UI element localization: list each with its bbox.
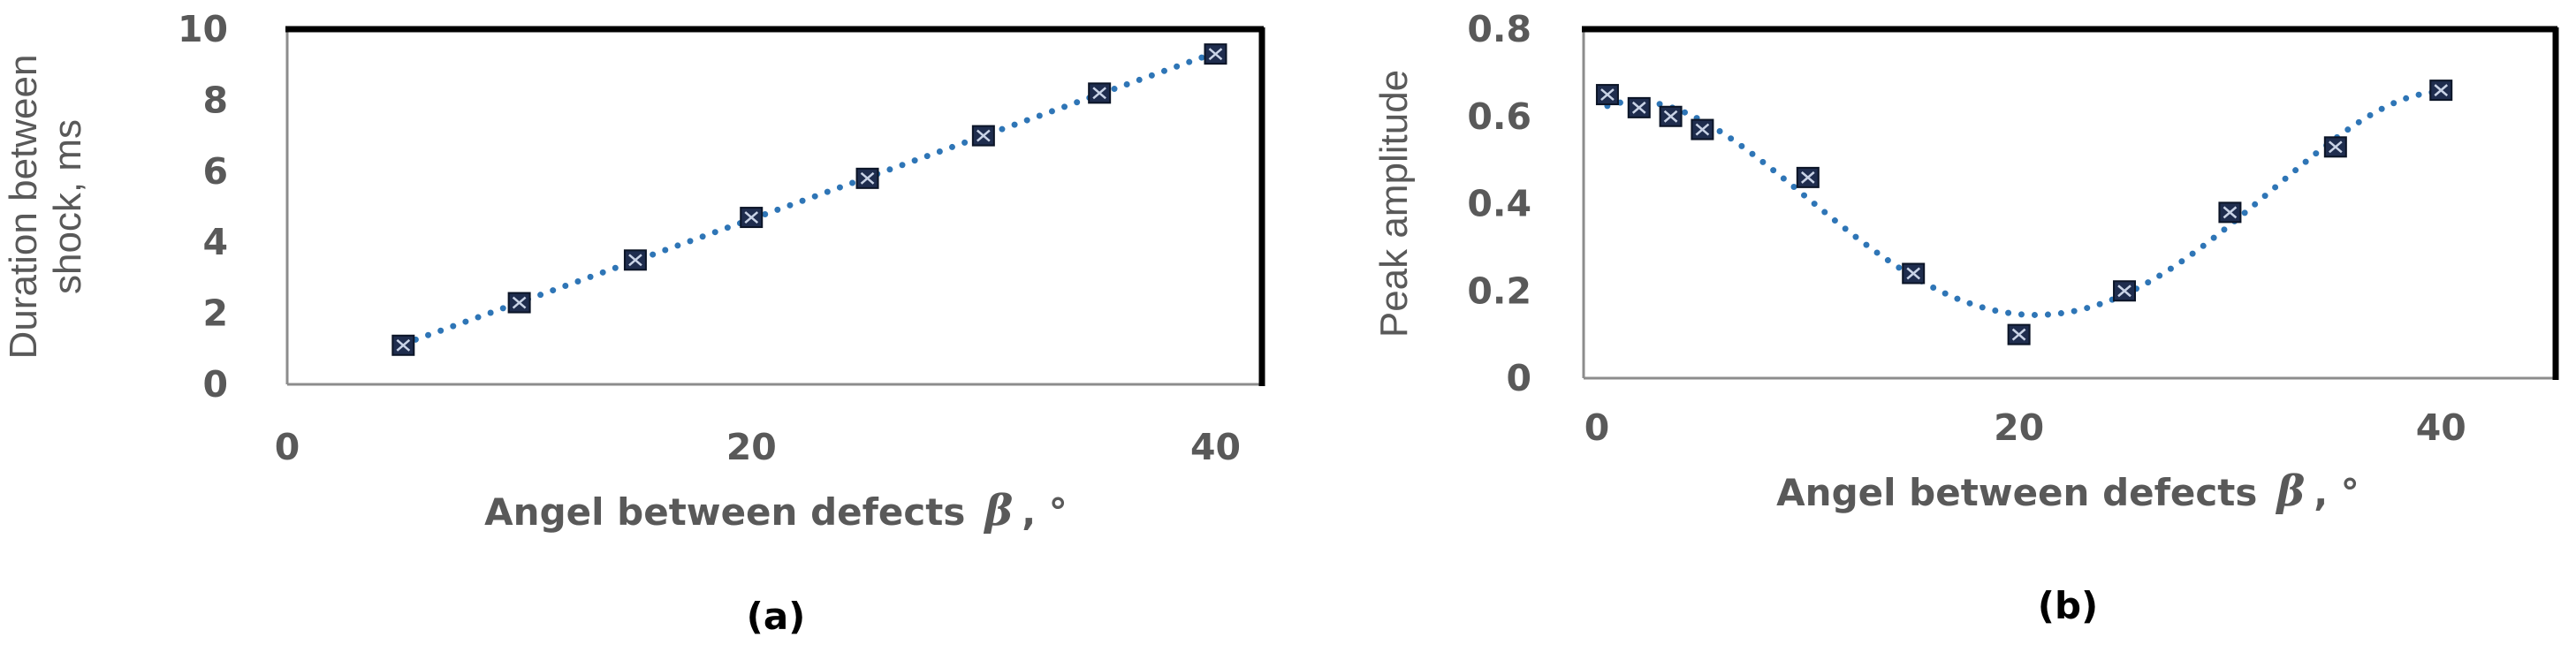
data-point-cross [396, 338, 411, 352]
data-point-cross [2223, 206, 2238, 219]
data-point [1902, 262, 1926, 285]
y-tick-label: 4 [202, 221, 228, 263]
y-tick-label: 10 [178, 8, 228, 50]
data-point-cross [2117, 285, 2131, 298]
x-tick-label: 20 [1994, 406, 2044, 449]
y-axis-label-line: Peak amplitude [1372, 70, 1416, 338]
data-point [623, 249, 647, 271]
data-point-cross [1208, 48, 1223, 61]
chart-a: 0 2 4 6 8 10 0 20 40 Angel between defects β, ° Dur… [2, 8, 1265, 638]
data-point-cross [1800, 171, 1815, 184]
y-tick-label: 0.2 [1467, 269, 1531, 312]
data-point [971, 125, 995, 147]
y-tick-label: 0.8 [1467, 8, 1531, 50]
x-tick-label: 0 [1584, 406, 1610, 449]
data-point-cross [2434, 84, 2449, 97]
data-point [2218, 201, 2242, 224]
data-point-cross [628, 254, 642, 267]
data-point [1088, 82, 1112, 104]
x-axis-label-symbol: β [983, 486, 1013, 535]
y-axis-label-line: Duration between [2, 55, 45, 360]
y-axis-label: Peak amplitude [1372, 70, 1416, 338]
x-axis-label: Angel between defects β, ° [484, 486, 1068, 535]
x-axis-label-text: Angel between defects [1776, 471, 2257, 514]
data-point-cross [1663, 110, 1678, 123]
data-point-cross [1695, 123, 1710, 136]
x-tick-label: 20 [726, 426, 777, 468]
data-point-cross [2329, 140, 2343, 154]
x-axis-label-unit: , ° [1022, 490, 1068, 534]
data-point [1691, 118, 1714, 140]
x-axis-label-text: Angel between defects [484, 490, 965, 534]
data-point [1595, 84, 1619, 106]
y-tick-label: 8 [202, 79, 228, 121]
data-point-cross [1600, 88, 1615, 102]
chart-caption: (a) [747, 595, 806, 638]
y-tick-label: 0.6 [1467, 95, 1531, 138]
data-point-cross [2011, 328, 2026, 341]
chart-b: 0 0.2 0.4 0.6 0.8 0 20 40 Angel between defects β… [1372, 8, 2559, 627]
trendline [399, 49, 1219, 347]
y-axis-label-line: shock, ms [46, 119, 89, 294]
x-axis-label-symbol: β [2275, 467, 2305, 516]
y-axis-label: Duration betweenshock, ms [2, 55, 89, 360]
data-point-cross [1631, 101, 1646, 114]
x-tick-label: 0 [275, 426, 300, 468]
data-point [507, 292, 531, 314]
data-point [2007, 323, 2031, 345]
y-tick-label: 0 [202, 363, 228, 406]
chart-caption: (b) [2038, 584, 2098, 627]
data-point [1204, 43, 1227, 65]
y-tick-label: 6 [202, 150, 228, 193]
y-tick-label: 0.4 [1467, 183, 1531, 225]
data-point [1659, 105, 1683, 127]
data-point-cross [512, 296, 527, 309]
data-point-cross [1092, 87, 1106, 100]
trendline [1604, 88, 2444, 319]
data-point [2323, 136, 2347, 158]
data-point [2429, 80, 2453, 102]
data-point-cross [1906, 267, 1921, 280]
data-point [2113, 280, 2137, 302]
data-point [855, 167, 879, 189]
data-point-cross [860, 171, 875, 185]
data-point [391, 334, 415, 356]
x-tick-label: 40 [2416, 406, 2466, 449]
data-point [1796, 166, 1820, 188]
y-tick-label: 0 [1506, 357, 1531, 399]
x-axis-label: Angel between defects β, ° [1776, 467, 2359, 516]
data-point [1627, 96, 1651, 118]
x-tick-label: 40 [1190, 426, 1241, 468]
y-tick-label: 2 [202, 292, 228, 335]
data-point-cross [744, 211, 759, 224]
x-axis-label-unit: , ° [2314, 471, 2359, 514]
data-point-cross [976, 129, 991, 142]
data-point [740, 207, 764, 229]
